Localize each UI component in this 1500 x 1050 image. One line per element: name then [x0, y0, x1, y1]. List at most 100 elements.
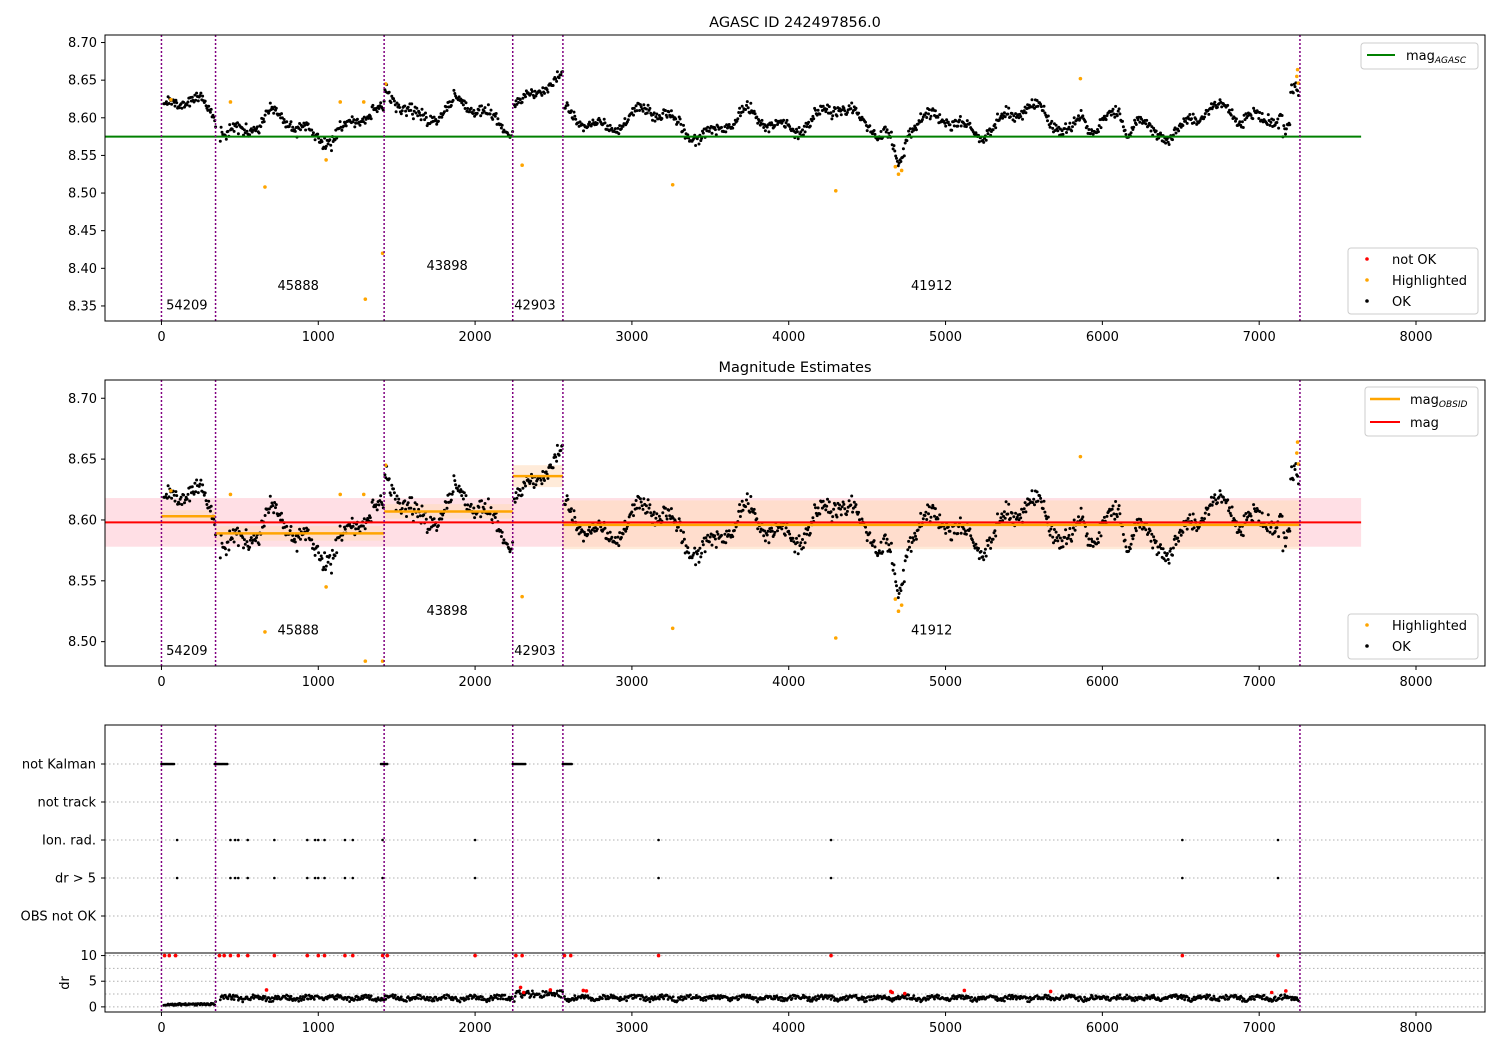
ok-point — [635, 506, 639, 510]
ok-point — [850, 101, 854, 105]
ok-point — [411, 512, 414, 516]
dr-point — [645, 995, 648, 999]
dr-point — [630, 993, 634, 997]
ok-point — [1110, 507, 1114, 511]
dr-point — [543, 994, 546, 997]
x-tick-label: 0 — [157, 675, 165, 690]
ok-point — [363, 527, 367, 531]
ok-point — [1242, 514, 1246, 518]
ok-point — [687, 551, 691, 555]
dr-point — [226, 997, 230, 1001]
ok-point — [351, 524, 355, 528]
ok-point — [298, 527, 302, 531]
dr-point — [1015, 997, 1018, 1001]
ok-point — [1268, 530, 1272, 534]
dr-point — [579, 996, 583, 1000]
ok-point — [320, 140, 324, 144]
ok-point — [977, 140, 981, 144]
dr-point — [1273, 995, 1277, 999]
ok-point — [353, 125, 357, 129]
dr-point — [396, 995, 400, 999]
ok-point — [212, 115, 216, 119]
dr-point — [1278, 997, 1281, 1000]
ok-point — [177, 502, 181, 506]
dr-point — [507, 995, 511, 999]
ok-point — [565, 494, 569, 498]
dr-not-ok-point — [162, 953, 167, 958]
ok-point — [424, 111, 427, 115]
ok-point — [646, 498, 650, 502]
ok-point — [732, 122, 736, 126]
ok-point — [1228, 511, 1232, 515]
ok-point — [1004, 105, 1008, 108]
ok-point — [738, 114, 742, 118]
ok-point — [173, 104, 177, 108]
ok-point — [865, 539, 869, 543]
dr-point — [485, 1000, 489, 1004]
ok-point — [320, 557, 324, 560]
ok-point — [1091, 544, 1095, 548]
ok-point — [424, 517, 428, 521]
dr-point — [1185, 995, 1189, 998]
ok-point — [472, 506, 476, 510]
ok-point — [924, 111, 928, 115]
ok-point — [1181, 124, 1185, 127]
dr-not-ok-point — [245, 953, 250, 958]
ok-point — [469, 502, 473, 506]
ok-point — [379, 101, 383, 105]
ok-point — [324, 568, 327, 572]
ok-point — [982, 558, 986, 562]
ok-point — [362, 115, 366, 119]
ok-point — [261, 117, 265, 121]
panel1-point-legend-box — [1347, 247, 1479, 315]
ok-point — [1039, 105, 1043, 109]
ok-point — [1085, 124, 1089, 128]
dr-point — [905, 997, 909, 1001]
dr-point — [666, 998, 670, 1001]
ok-point — [927, 108, 931, 112]
panel2-point-legend-box — [1347, 613, 1479, 660]
ok-point — [708, 535, 712, 539]
ok-point — [174, 490, 178, 494]
ok-point — [725, 123, 729, 127]
ok-point — [531, 482, 535, 486]
ok-point — [380, 503, 384, 507]
ok-point — [827, 105, 831, 109]
ok-point — [529, 479, 533, 483]
ok-point — [1266, 513, 1270, 517]
dr-point — [658, 997, 661, 1001]
ok-point — [936, 517, 940, 521]
ok-point — [1081, 114, 1085, 118]
ok-point — [520, 493, 524, 497]
ok-point — [543, 91, 546, 95]
ok-point — [377, 503, 381, 507]
dr-point — [518, 992, 522, 995]
ok-point — [1052, 541, 1055, 545]
ok-point — [208, 110, 212, 114]
ok-point — [1071, 526, 1075, 530]
ok-point — [801, 546, 805, 550]
ok-point — [696, 549, 700, 553]
ok-point — [646, 103, 650, 107]
ok-point — [829, 111, 833, 115]
ok-point — [1055, 536, 1059, 540]
ok-point — [958, 115, 962, 118]
ok-point — [699, 555, 703, 559]
ok-point — [757, 119, 761, 123]
dr-point — [1028, 995, 1032, 999]
dr-point — [872, 994, 876, 998]
dr-not-ok-point — [514, 953, 518, 958]
dr-point — [1133, 999, 1136, 1003]
ok-point — [292, 537, 296, 541]
ok-point — [608, 123, 612, 127]
ok-point — [417, 507, 421, 511]
ok-point — [293, 540, 297, 544]
ok-point — [455, 487, 459, 490]
ok-point — [368, 516, 372, 520]
dr-point — [845, 994, 848, 998]
dr-point — [422, 995, 426, 999]
flag-point — [323, 876, 326, 880]
dr-point — [362, 996, 366, 999]
ok-point — [555, 459, 559, 463]
